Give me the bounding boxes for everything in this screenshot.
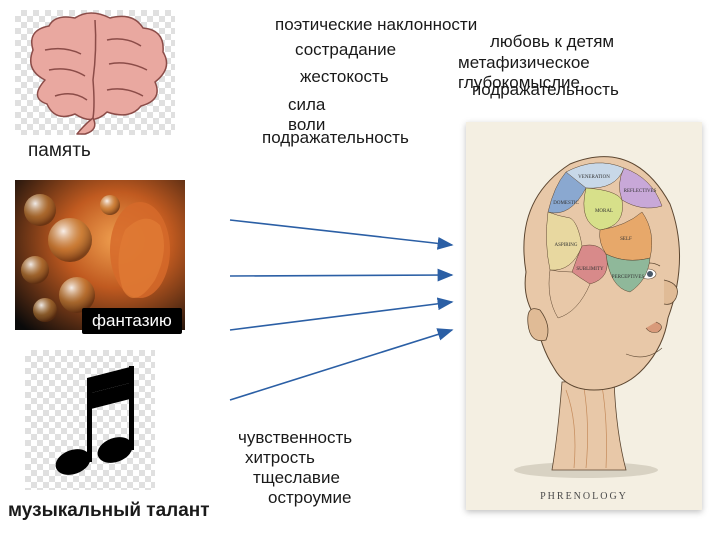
svg-text:MORAL: MORAL (595, 209, 613, 214)
svg-text:SUBLIMITY: SUBLIMITY (576, 267, 604, 272)
arrow-2 (230, 275, 452, 276)
svg-text:SELF: SELF (620, 237, 632, 242)
arrow-4 (230, 330, 452, 400)
phrenology-poster: VENERATION REFLECTIVES DOMESTIC MORAL AS… (466, 122, 702, 510)
arrow-1 (230, 220, 452, 245)
svg-text:REFLECTIVES: REFLECTIVES (624, 189, 657, 194)
phrenology-caption: PHRENOLOGY (466, 491, 702, 502)
phrenology-head-icon: VENERATION REFLECTIVES DOMESTIC MORAL AS… (466, 122, 702, 492)
svg-text:DOMESTIC: DOMESTIC (553, 201, 579, 206)
svg-text:VENERATION: VENERATION (578, 175, 610, 180)
svg-text:ASPIRING: ASPIRING (554, 243, 577, 248)
svg-text:PERCEPTIVES: PERCEPTIVES (612, 275, 645, 280)
arrow-3 (230, 302, 452, 330)
